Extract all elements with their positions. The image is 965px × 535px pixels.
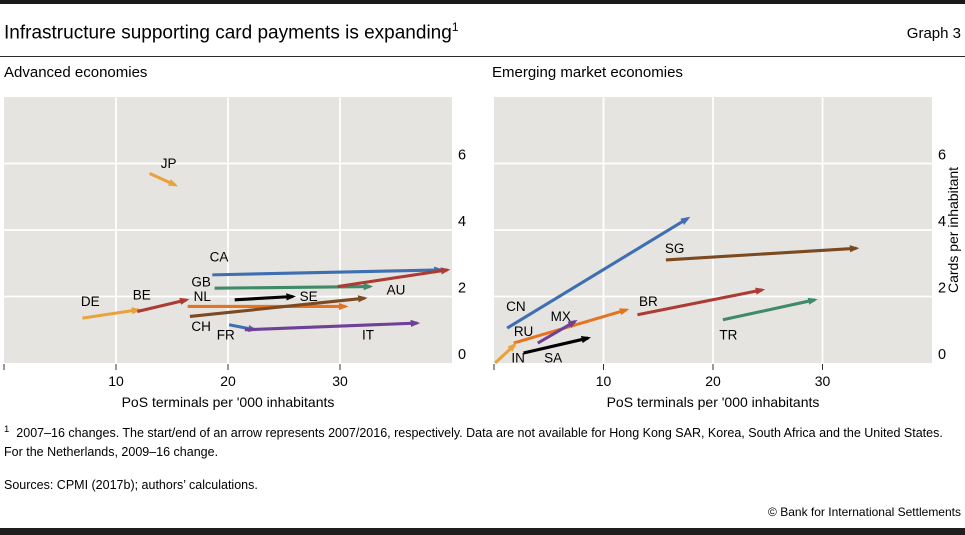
footnote: 1 2007–16 changes. The start/end of an ar… bbox=[4, 423, 960, 462]
country-label-SA: SA bbox=[544, 351, 562, 366]
header-rule bbox=[0, 56, 965, 57]
y-tick-label: 4 bbox=[458, 214, 466, 230]
x-tick-label: 30 bbox=[815, 373, 831, 389]
arrow-TR bbox=[722, 297, 818, 322]
arrow-DE bbox=[82, 307, 142, 320]
arrow-BE bbox=[136, 297, 190, 313]
x-tick-label: 20 bbox=[705, 373, 721, 389]
country-label-GB: GB bbox=[191, 274, 211, 289]
country-label-TR: TR bbox=[719, 327, 737, 342]
x-axis-label-advanced: PoS terminals per '000 inhabitants bbox=[121, 394, 335, 410]
country-label-RU: RU bbox=[514, 324, 534, 339]
sources-line: Sources: CPMI (2017b); authors’ calculat… bbox=[4, 478, 258, 492]
y-tick-label: 2 bbox=[938, 281, 946, 297]
arrow-CH bbox=[189, 295, 368, 318]
x-axis-label-emerging: PoS terminals per '000 inhabitants bbox=[606, 394, 820, 410]
graph-number-label: Graph 3 bbox=[906, 25, 961, 42]
x-tick-label: 10 bbox=[108, 373, 124, 389]
arrow-AU bbox=[337, 267, 451, 289]
y-tick-label: 0 bbox=[458, 347, 466, 363]
country-label-BE: BE bbox=[133, 288, 151, 303]
bottom-divider-bar bbox=[0, 528, 965, 535]
page-title-text: Infrastructure supporting card payments … bbox=[4, 22, 452, 44]
y-tick-label: 2 bbox=[458, 281, 466, 297]
top-divider-bar bbox=[0, 0, 965, 4]
x-tick-label: 20 bbox=[220, 373, 236, 389]
page-title: Infrastructure supporting card payments … bbox=[4, 20, 459, 44]
panel-title-advanced: Advanced economies bbox=[4, 64, 148, 81]
arrow-SG bbox=[665, 245, 860, 262]
arrow-MX bbox=[537, 319, 578, 345]
country-label-BR: BR bbox=[639, 294, 658, 309]
page-title-footnote-marker: 1 bbox=[451, 20, 459, 34]
footnote-marker: 1 bbox=[4, 424, 10, 435]
arrow-GB bbox=[214, 282, 374, 291]
panel-title-emerging: Emerging market economies bbox=[492, 64, 683, 81]
country-label-CN: CN bbox=[506, 299, 526, 314]
country-label-NL: NL bbox=[194, 289, 212, 304]
arrow-CN bbox=[506, 216, 691, 330]
footnote-text: 2007–16 changes. The start/end of an arr… bbox=[4, 426, 943, 459]
country-label-JP: JP bbox=[161, 156, 177, 171]
country-label-IN: IN bbox=[511, 351, 525, 366]
y-tick-label: 6 bbox=[938, 148, 946, 164]
arrow-IN bbox=[494, 342, 518, 365]
x-tick-label: 10 bbox=[596, 373, 612, 389]
arrow-CA bbox=[212, 266, 444, 277]
country-label-SE: SE bbox=[300, 289, 318, 304]
country-label-CH: CH bbox=[191, 319, 211, 334]
country-label-AU: AU bbox=[387, 283, 406, 298]
country-label-IT: IT bbox=[362, 327, 374, 342]
x-tick-label: 30 bbox=[332, 373, 348, 389]
country-label-CA: CA bbox=[210, 249, 229, 264]
y-axis-label: Cards per inhabitant bbox=[945, 167, 961, 293]
panel-1: 10 20 30 0 2 4 6 Cards per inhabitant CN RU MX IN SA… bbox=[493, 97, 961, 389]
y-tick-label: 6 bbox=[458, 148, 466, 164]
copyright-line: © Bank for International Settlements bbox=[768, 505, 961, 519]
arrow-IT bbox=[244, 319, 421, 332]
arrow-BR bbox=[637, 287, 766, 317]
y-tick-label: 0 bbox=[938, 347, 946, 363]
arrow-SA bbox=[523, 336, 592, 355]
country-label-DE: DE bbox=[81, 294, 100, 309]
country-label-MX: MX bbox=[551, 309, 571, 324]
arrow-JP bbox=[148, 172, 179, 187]
country-label-FR: FR bbox=[217, 327, 235, 342]
y-tick-label: 4 bbox=[938, 214, 946, 230]
country-label-SG: SG bbox=[665, 241, 685, 256]
arrow-SE bbox=[234, 293, 296, 302]
